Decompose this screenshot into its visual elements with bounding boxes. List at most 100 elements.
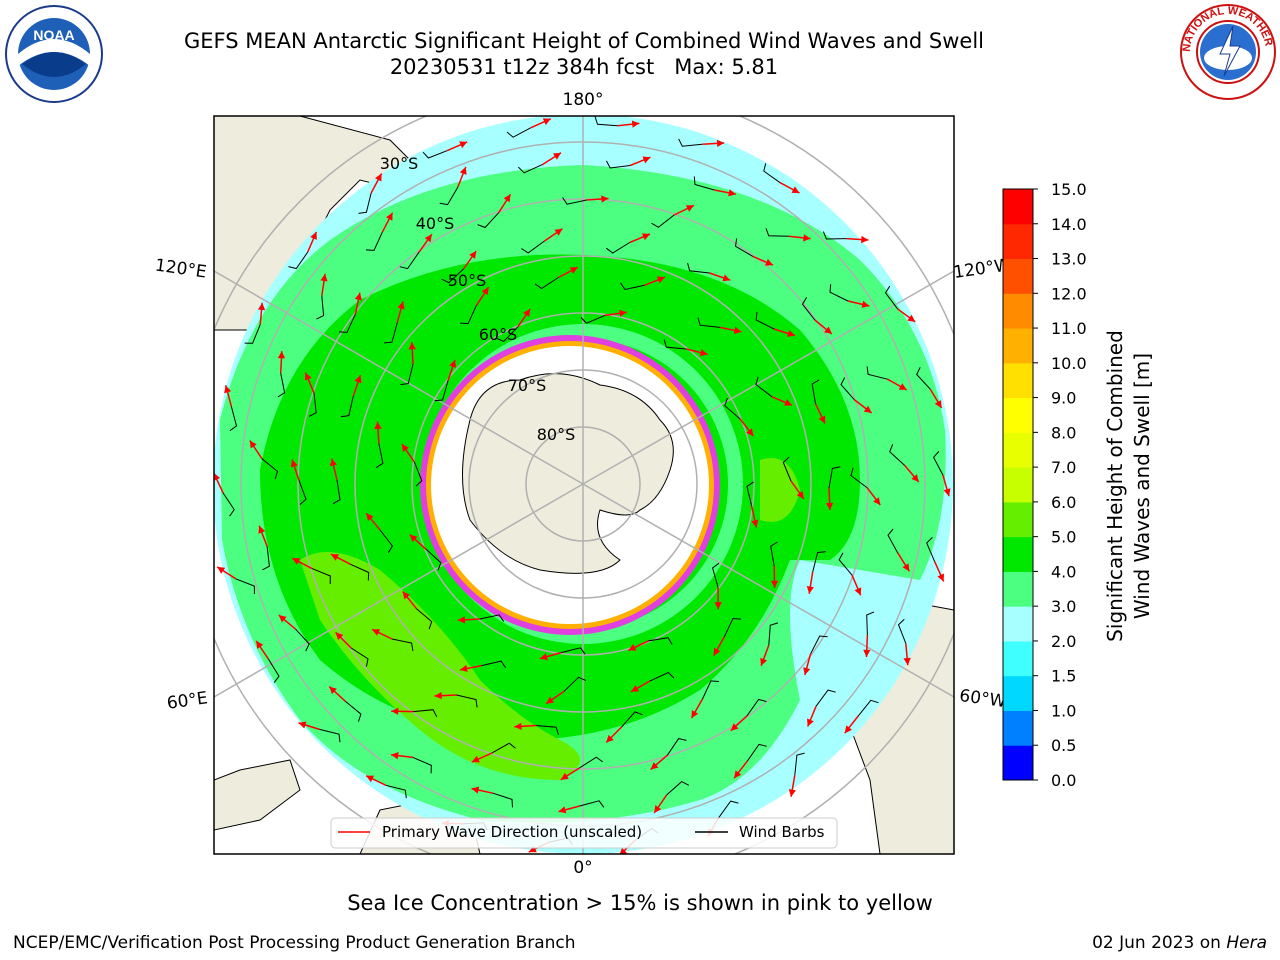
wind-barb [262, 546, 270, 571]
colorbar-segment [1003, 432, 1033, 468]
wave-arrow-head [796, 491, 804, 499]
wind-barb [812, 551, 826, 573]
wave-arrow-head [354, 375, 362, 384]
wave-arrow-head [459, 166, 467, 175]
colorbar-tick-label: 6.0 [1051, 493, 1076, 512]
wind-barb [413, 461, 423, 487]
wave-arrow-head [277, 351, 286, 359]
wind-barb [770, 541, 778, 566]
wave-arrow-head [329, 686, 337, 695]
wave-arrow-head [770, 580, 779, 588]
wave-arrow-head [304, 372, 312, 381]
wind-barb [651, 214, 675, 228]
wind-barb [311, 567, 331, 585]
colorbar-tick-label: 7.0 [1051, 458, 1076, 477]
wave-arrow-head [310, 231, 317, 240]
wind-barb [649, 671, 675, 682]
wind-barbs [222, 116, 944, 845]
wave-arrow-head [714, 602, 722, 610]
wind-barb [850, 467, 868, 489]
wind-barb [822, 231, 847, 240]
wave-arrow-head [691, 710, 699, 719]
wave-arrow-head [806, 586, 814, 594]
wave-arrow-head [716, 139, 725, 147]
wind-barb [889, 444, 905, 466]
lat-label-40s: 40°S [416, 214, 455, 233]
wind-barb [492, 792, 513, 808]
wave-arrow-head [457, 616, 466, 624]
wind-barb [828, 466, 841, 489]
wind-barb [718, 800, 739, 818]
wind-barb [481, 660, 507, 668]
wave-arrow-head [434, 692, 442, 700]
colorbar-tick-label: 13.0 [1051, 250, 1087, 269]
wave-arrow-head [330, 458, 337, 467]
colorbar [1002, 188, 1034, 781]
map-subtitle: 20230531 t12z 384h fcst Max: 5.81 [389, 55, 779, 79]
wave-arrow-head [366, 513, 374, 521]
colorbar-label: Significant Height of Combined Wind Wave… [1103, 330, 1154, 642]
wind-barb [563, 676, 587, 692]
wave-arrow-head [459, 141, 468, 149]
wind-barb [697, 317, 720, 328]
footer-host: Hera [1226, 933, 1267, 953]
wind-barb [811, 379, 820, 404]
wave-arrow-head [258, 302, 266, 311]
wind-barb [477, 212, 499, 229]
wind-barb [308, 392, 317, 417]
wind-barb [724, 397, 741, 420]
lat-label-70s: 70°S [508, 376, 547, 395]
wave-arrow-head [542, 118, 551, 125]
wind-barb [383, 322, 398, 344]
wind-barb [521, 240, 545, 254]
wind-barb [866, 611, 875, 636]
noaa-logo-text: NOAA [33, 27, 74, 43]
wave-arrow-head [760, 657, 767, 666]
wave-arrow-head [292, 558, 301, 565]
wind-barb [441, 268, 464, 284]
wind-barb [916, 367, 931, 390]
wave-arrow-head [523, 308, 531, 317]
wave-arrow-head [330, 554, 339, 561]
wind-barb [810, 635, 828, 655]
lat-label-30s: 30°S [380, 154, 419, 173]
map-title: GEFS MEAN Antarctic Significant Height o… [183, 29, 985, 53]
wind-barb [506, 127, 531, 138]
wave-arrow-head [514, 722, 522, 730]
wind-barb [261, 458, 279, 480]
lon-label-180: 180° [563, 90, 604, 110]
colorbar-segment [1003, 745, 1033, 781]
wind-barb [518, 164, 543, 174]
wind-barb [580, 314, 606, 324]
wind-barb [866, 366, 888, 380]
colorbar-tick-label: 11.0 [1051, 319, 1087, 338]
wave-arrow-head [943, 488, 951, 497]
wind-barb [412, 756, 432, 774]
colorbar-tick-label: 1.5 [1051, 667, 1076, 686]
wave-arrow-head [730, 723, 739, 731]
colorbar-tick-label: 1.0 [1051, 701, 1076, 720]
wind-barb [702, 680, 719, 700]
wind-barb [620, 282, 645, 291]
wave-arrow-head [654, 805, 662, 813]
wave-arrow-head [907, 314, 916, 322]
wind-barb [434, 380, 449, 402]
wave-arrow-head [256, 640, 264, 649]
wave-arrow-head [539, 653, 548, 661]
wave-arrow-head [642, 156, 651, 164]
wave-arrow-head [803, 234, 811, 242]
wind-barb [763, 163, 781, 184]
wave-arrow-head [335, 632, 344, 641]
wave-arrow-head [824, 326, 832, 334]
lat-label-80s: 80°S [537, 425, 576, 444]
wave-arrow-head [375, 173, 382, 182]
wind-barb [605, 242, 630, 254]
wind-barb [385, 784, 407, 799]
wind-barb [379, 529, 394, 554]
wave-arrow-head [391, 707, 399, 715]
wave-arrow-head [601, 195, 609, 203]
wave-arrow-head [397, 301, 405, 310]
wind-barb [840, 377, 855, 400]
wave-arrow-head [628, 644, 637, 651]
colorbar-segment [1003, 293, 1033, 329]
